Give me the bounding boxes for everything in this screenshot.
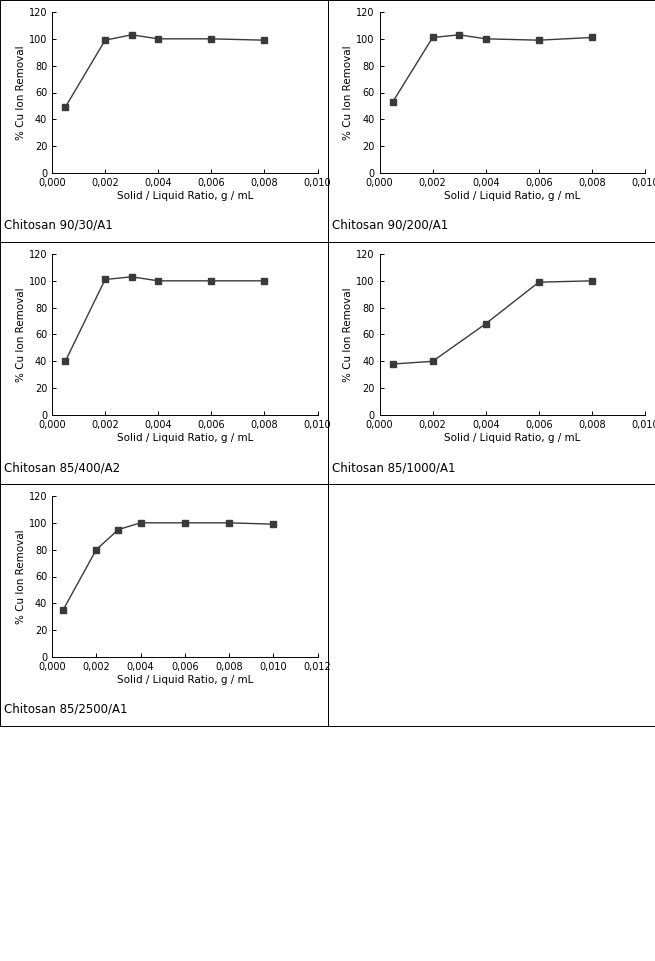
Y-axis label: % Cu Ion Removal: % Cu Ion Removal	[16, 45, 26, 139]
X-axis label: Solid / Liquid Ratio, g / mL: Solid / Liquid Ratio, g / mL	[117, 675, 253, 684]
Text: Chitosan 85/2500/A1: Chitosan 85/2500/A1	[4, 703, 128, 716]
X-axis label: Solid / Liquid Ratio, g / mL: Solid / Liquid Ratio, g / mL	[117, 190, 253, 201]
Text: Chitosan 85/400/A2: Chitosan 85/400/A2	[4, 461, 120, 474]
Y-axis label: % Cu Ion Removal: % Cu Ion Removal	[343, 287, 353, 382]
Y-axis label: % Cu Ion Removal: % Cu Ion Removal	[16, 530, 26, 624]
X-axis label: Solid / Liquid Ratio, g / mL: Solid / Liquid Ratio, g / mL	[444, 190, 580, 201]
Text: Chitosan 85/1000/A1: Chitosan 85/1000/A1	[331, 461, 455, 474]
Text: Chitosan 90/30/A1: Chitosan 90/30/A1	[4, 219, 113, 232]
Y-axis label: % Cu Ion Removal: % Cu Ion Removal	[16, 287, 26, 382]
Y-axis label: % Cu Ion Removal: % Cu Ion Removal	[343, 45, 353, 139]
X-axis label: Solid / Liquid Ratio, g / mL: Solid / Liquid Ratio, g / mL	[444, 432, 580, 443]
X-axis label: Solid / Liquid Ratio, g / mL: Solid / Liquid Ratio, g / mL	[117, 432, 253, 443]
Text: Chitosan 90/200/A1: Chitosan 90/200/A1	[331, 219, 448, 232]
